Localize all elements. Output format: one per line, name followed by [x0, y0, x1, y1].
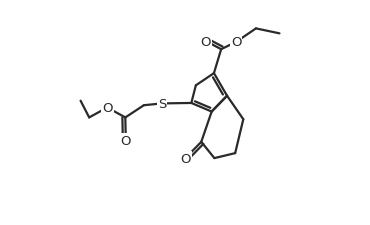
Text: O: O	[121, 135, 131, 148]
Text: O: O	[231, 36, 241, 49]
Text: O: O	[180, 152, 191, 165]
Text: S: S	[158, 97, 166, 110]
Text: O: O	[201, 35, 211, 48]
Text: O: O	[102, 101, 112, 115]
